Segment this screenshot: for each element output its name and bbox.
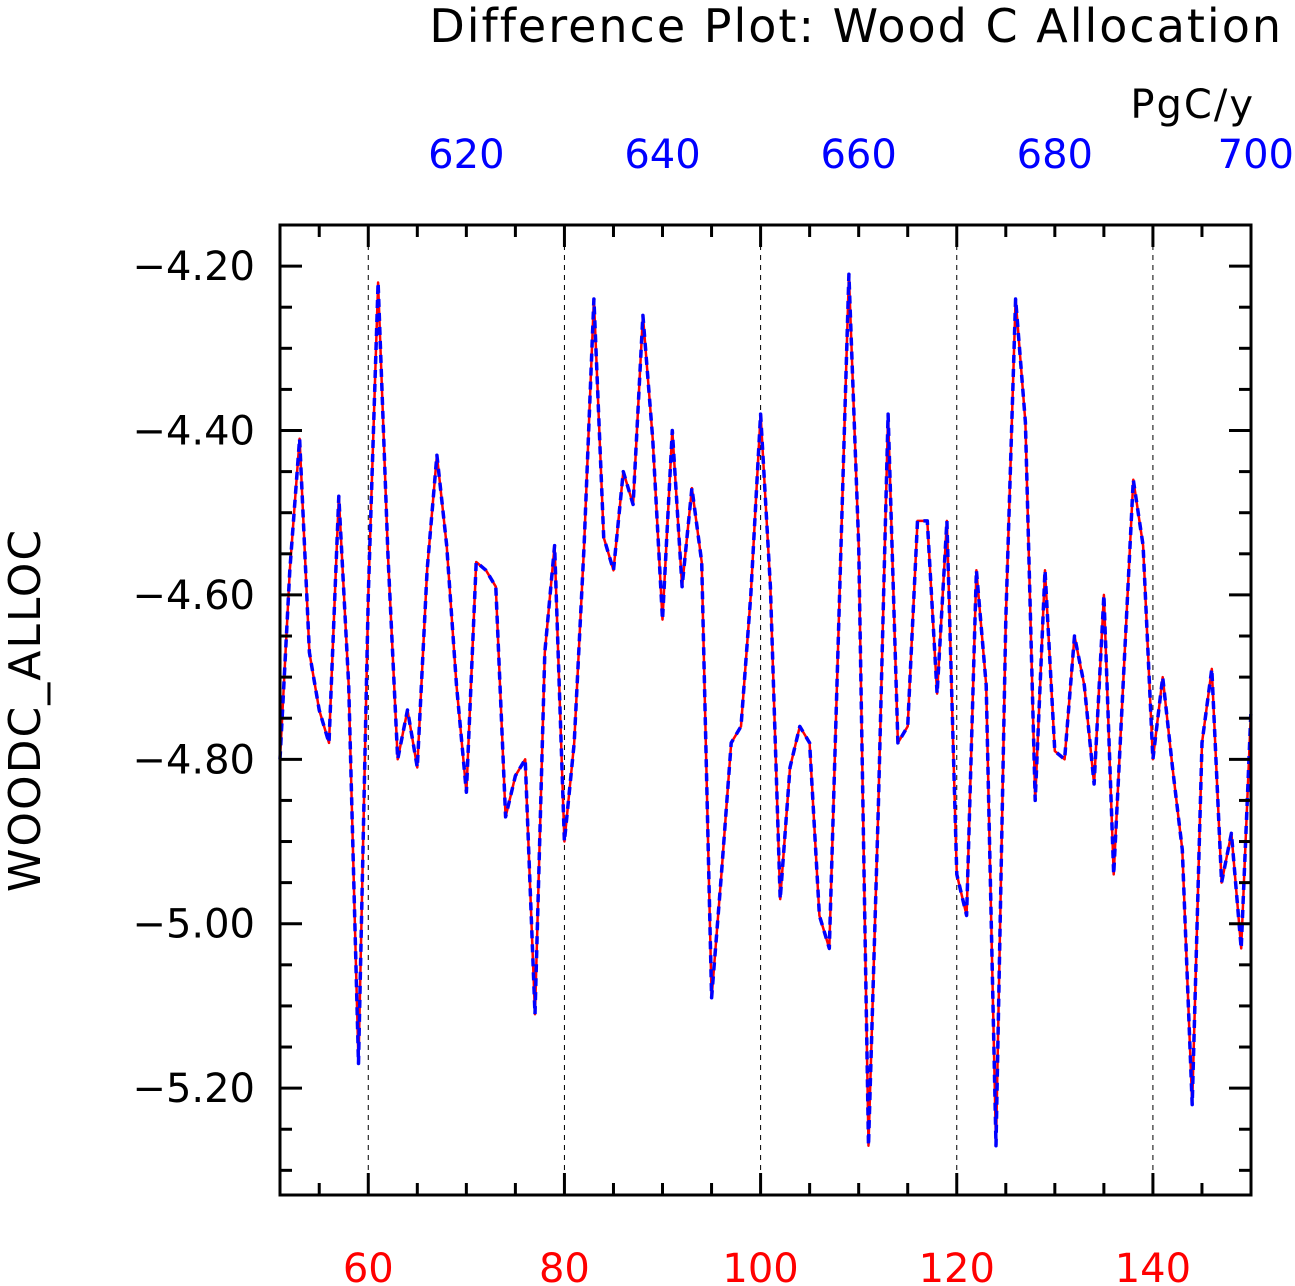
y-tick-label--4.60: −4.60 [132,573,255,619]
x-tick-label-top-660: 660 [820,132,896,178]
y-tick-label--4.20: −4.20 [132,244,255,290]
x-tick-label-top-700: 700 [1218,132,1294,178]
y-tick-label--5.00: −5.00 [132,902,255,948]
y-tick-label--4.80: −4.80 [132,737,255,783]
x-tick-label-top-640: 640 [624,132,700,178]
x-tick-label-bottom-100: 100 [722,1246,798,1286]
tick-labels: 60 80 100 120 140 620 640 660 680 700 −4.20 −4.40 −4… [132,132,1294,1286]
y-axis-label: WOODC_ALLOC [0,528,51,892]
plot-frame [278,223,1253,1197]
units-label: PgC/y [1130,82,1255,128]
x-tick-label-top-680: 680 [1017,132,1093,178]
y-tick-label--5.20: −5.20 [132,1066,255,1112]
y-tick-label--4.40: −4.40 [132,409,255,455]
x-tick-label-bottom-80: 80 [539,1246,590,1286]
series-line-blue-dashed [278,272,1253,1148]
series-lines [278,272,1253,1148]
x-tick-label-bottom-120: 120 [919,1246,995,1286]
series-line-red [278,273,1253,1147]
chart-title: Difference Plot: Wood C Allocation [429,0,1283,53]
x-tick-label-top-620: 620 [428,132,504,178]
x-tick-label-bottom-140: 140 [1115,1246,1191,1286]
x-tick-label-bottom-60: 60 [343,1246,394,1286]
vertical-grid-lines [367,225,1154,1195]
axes [280,223,1253,1195]
